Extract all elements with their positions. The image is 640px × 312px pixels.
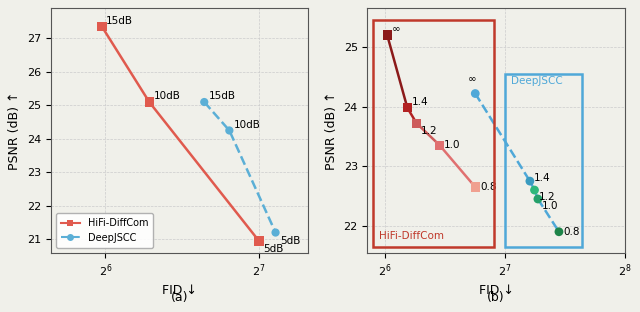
Text: 10dB: 10dB <box>234 120 260 130</box>
Text: 5dB: 5dB <box>263 244 284 254</box>
Text: 1.2: 1.2 <box>539 192 556 202</box>
Y-axis label: PSNR (dB) ↑: PSNR (dB) ↑ <box>8 91 21 170</box>
Point <box>199 100 209 105</box>
Text: 1.0: 1.0 <box>542 201 559 211</box>
Point <box>271 230 281 235</box>
Point <box>144 100 154 105</box>
Point <box>532 197 543 202</box>
X-axis label: FID ↓: FID ↓ <box>162 285 197 298</box>
Legend: HiFi-DiffCom, DeepJSCC: HiFi-DiffCom, DeepJSCC <box>56 213 153 248</box>
Point <box>470 185 481 190</box>
Text: HiFi-DiffCom: HiFi-DiffCom <box>379 231 444 241</box>
Text: 5dB: 5dB <box>280 236 300 246</box>
Text: ∞: ∞ <box>392 24 400 34</box>
Text: (a): (a) <box>171 291 188 305</box>
Text: 1.4: 1.4 <box>534 173 550 183</box>
Point <box>402 105 412 110</box>
Text: 10dB: 10dB <box>154 91 180 101</box>
Point <box>525 179 535 184</box>
Point <box>554 229 564 234</box>
Text: (b): (b) <box>488 291 505 305</box>
Text: 1.2: 1.2 <box>420 126 437 136</box>
Text: 1.4: 1.4 <box>412 97 428 107</box>
Point <box>224 128 234 133</box>
Point <box>470 91 481 96</box>
Text: 15dB: 15dB <box>209 91 236 101</box>
Text: ∞: ∞ <box>468 75 477 85</box>
Point <box>382 33 392 38</box>
Y-axis label: PSNR (dB) ↑: PSNR (dB) ↑ <box>325 91 338 170</box>
Text: 15dB: 15dB <box>106 16 133 26</box>
Text: DeepJSCC: DeepJSCC <box>511 76 563 86</box>
X-axis label: FID ↓: FID ↓ <box>479 285 514 298</box>
Point <box>529 188 540 193</box>
Point <box>412 121 422 126</box>
Text: 0.8: 0.8 <box>563 227 580 236</box>
Point <box>97 24 107 29</box>
Point <box>435 143 445 148</box>
Text: 0.8: 0.8 <box>481 182 497 192</box>
Point <box>254 238 264 243</box>
Text: 1.0: 1.0 <box>444 140 460 150</box>
